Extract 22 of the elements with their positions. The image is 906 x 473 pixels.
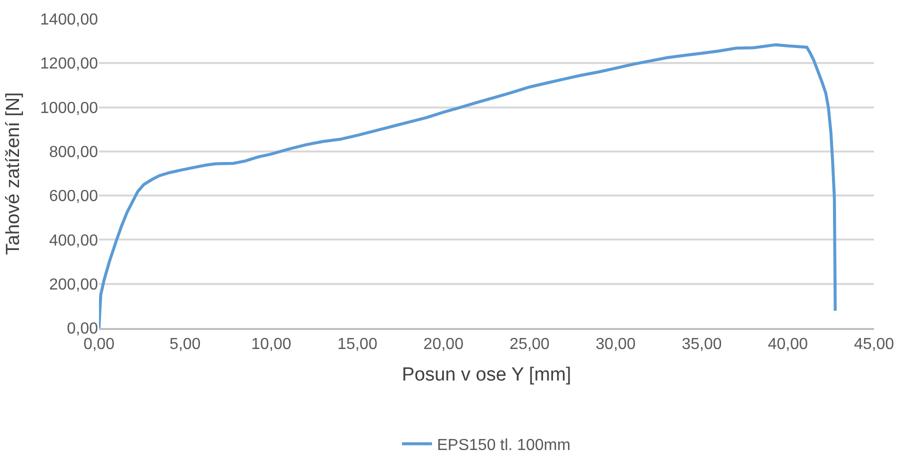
x-tick-label: 0,00 (83, 336, 115, 353)
x-tick-label: 45,00 (854, 336, 894, 353)
y-tick-label: 1200,00 (40, 56, 98, 73)
x-tick-label: 25,00 (510, 336, 550, 353)
y-tick-label: 1400,00 (40, 12, 98, 29)
x-axis-title: Posun v ose Y [mm] (402, 364, 572, 386)
x-tick-label: 40,00 (768, 336, 808, 353)
x-tick-label: 30,00 (596, 336, 636, 353)
y-tick-label: 600,00 (49, 188, 98, 206)
y-tick-label: 400,00 (49, 232, 98, 250)
y-tick-label: 1000,00 (40, 100, 98, 117)
legend-label: EPS150 tl. 100mm (437, 437, 570, 454)
x-tick-label: 35,00 (682, 336, 722, 353)
line-series (99, 43, 837, 328)
x-tick-label: 10,00 (251, 336, 292, 353)
x-tick-label: 15,00 (337, 336, 378, 353)
y-tick-label: 0,00 (66, 320, 98, 338)
x-tick-label: 5,00 (170, 336, 201, 353)
y-axis-title: Tahové zatížení [N] (3, 92, 24, 255)
y-tick-label: 200,00 (49, 276, 98, 294)
y-tick-label: 800,00 (49, 144, 98, 162)
x-tick-label: 20,00 (423, 336, 464, 353)
